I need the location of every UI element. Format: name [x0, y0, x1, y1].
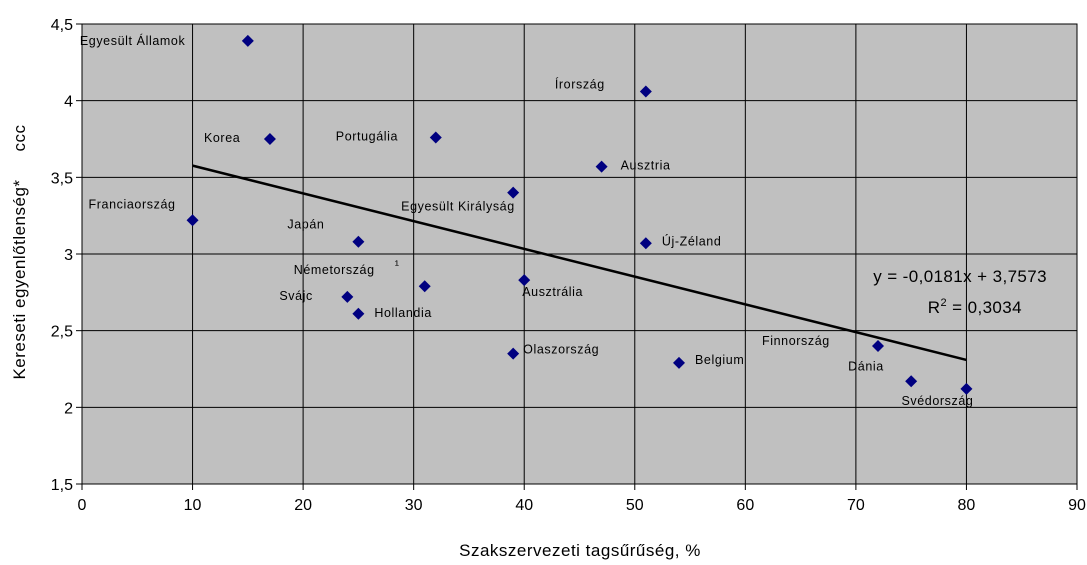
data-point-marker [595, 160, 608, 173]
data-point-marker [352, 235, 365, 248]
data-point-marker [429, 131, 442, 144]
r2-value: = 0,3034 [947, 298, 1022, 317]
y-tick-label: 3 [64, 247, 73, 264]
data-point-marker [639, 85, 652, 98]
y-axis-title-main: Kereseti egyenlőtlenség* [10, 179, 29, 379]
trendline-equation: y = -0,0181x + 3,7573 [873, 267, 1047, 286]
data-point-marker [507, 347, 520, 360]
data-point-marker [507, 186, 520, 199]
x-axis-title: Szakszervezeti tagsűrűség, % [459, 541, 701, 560]
x-tick-label: 70 [847, 497, 865, 514]
r2-prefix: R [928, 298, 941, 317]
data-point-marker [263, 133, 276, 145]
data-point-label: Belgium [695, 353, 744, 367]
data-point-marker [639, 237, 652, 250]
data-point-label: Japán [287, 218, 324, 232]
trendline-r-squared: R2 = 0,3034 [928, 297, 1022, 317]
data-point-label: Finnország [762, 334, 830, 348]
data-point-marker [518, 274, 531, 287]
data-point-marker [905, 375, 918, 388]
data-point-label: Portugália [336, 129, 398, 143]
x-tick-label: 20 [294, 497, 312, 514]
data-point-marker [341, 290, 354, 303]
y-axis-ticks: 1,5 2 2,5 3 3,5 4 4,5 [51, 17, 82, 494]
data-point-label: Svédország [901, 394, 973, 408]
data-point-marker [186, 214, 199, 227]
data-point-label: Németország [294, 263, 375, 277]
data-point-label: Olaszország [523, 343, 599, 357]
y-axis-title-suffix: ccc [10, 124, 29, 151]
data-point-label: Egyesült Államok [80, 33, 186, 48]
data-point-marker [241, 34, 254, 47]
x-tick-label: 80 [958, 497, 976, 514]
trend-line [192, 164, 967, 362]
data-point-label: Korea [204, 131, 240, 145]
data-point-label: Franciaország [89, 197, 176, 211]
data-point-label: Ausztria [621, 159, 671, 173]
data-point-label: Dánia [848, 359, 884, 373]
y-tick-label: 1,5 [51, 477, 73, 494]
data-point-marker [673, 356, 685, 369]
germany-footnote-mark: ¹ [395, 258, 400, 272]
data-point-marker [960, 382, 973, 395]
x-tick-label: 10 [184, 497, 202, 514]
x-tick-label: 90 [1068, 497, 1086, 514]
data-point-marker [352, 307, 365, 320]
data-point-label: Svájc [279, 289, 313, 303]
y-tick-label: 4 [64, 94, 73, 111]
data-point-marker [418, 280, 431, 293]
data-point-label: Hollandia [374, 306, 432, 320]
x-tick-label: 0 [78, 497, 87, 514]
y-tick-label: 2 [64, 400, 73, 417]
y-axis-title: Kereseti egyenlőtlenség* ccc [10, 124, 29, 379]
data-point-label: Ausztrália [522, 285, 583, 299]
x-tick-label: 60 [736, 497, 754, 514]
x-tick-label: 30 [405, 497, 423, 514]
x-tick-label: 40 [515, 497, 533, 514]
x-tick-label: 50 [626, 497, 644, 514]
y-tick-label: 3,5 [51, 170, 73, 187]
data-points [186, 34, 973, 395]
data-point-label: Írország [555, 76, 605, 91]
r2-superscript: 2 [940, 297, 947, 309]
data-point-label: Egyesült Királyság [401, 200, 515, 214]
y-tick-label: 2,5 [51, 324, 73, 341]
x-axis-ticks: 0 10 20 30 40 50 60 70 80 90 [78, 484, 1086, 514]
point-labels: Egyesült Államok Írország Korea Portugália A… [80, 33, 973, 408]
y-tick-label: 4,5 [51, 17, 73, 34]
data-point-label: Új-Zéland [662, 233, 722, 248]
data-point-marker [872, 340, 884, 352]
